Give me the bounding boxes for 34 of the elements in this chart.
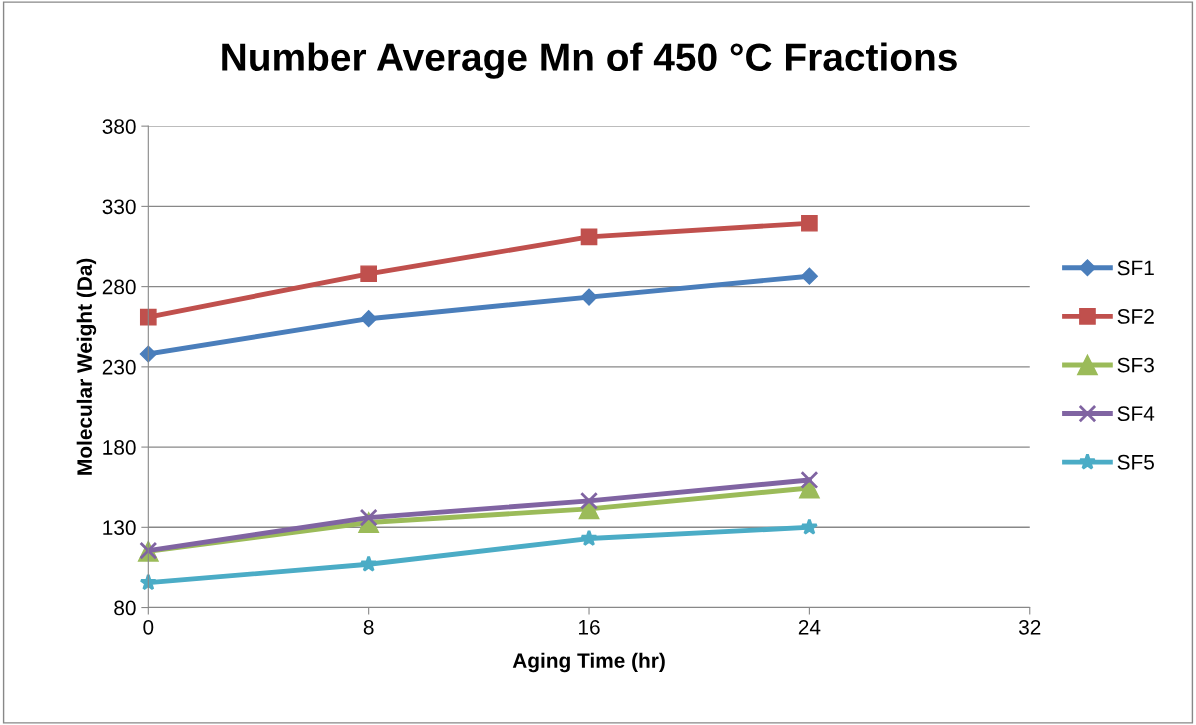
point bbox=[139, 345, 157, 363]
x-axis-title: Aging Time (hr) bbox=[512, 652, 665, 673]
x-tick-label: 0 bbox=[143, 619, 154, 635]
point bbox=[360, 310, 378, 328]
y-tick-label: 180 bbox=[103, 440, 136, 455]
y-tick-label: 280 bbox=[102, 279, 136, 295]
y-tick-label: 380 bbox=[102, 119, 136, 134]
point bbox=[580, 529, 598, 547]
x-tick-label: 32 bbox=[1018, 619, 1041, 635]
legend-label: SF3 bbox=[1117, 357, 1154, 373]
y-tick-label: 80 bbox=[114, 600, 136, 616]
x-tick-label: 8 bbox=[363, 619, 374, 635]
y-tick-label: 230 bbox=[102, 359, 136, 375]
point bbox=[139, 308, 157, 326]
point bbox=[801, 214, 818, 232]
point bbox=[360, 555, 378, 572]
legend-label: SF4 bbox=[1117, 406, 1155, 422]
legend-label: SF1 bbox=[1117, 260, 1154, 276]
point bbox=[359, 508, 378, 527]
chart-title: Number Average Mn of 450 °C Fractions bbox=[222, 42, 957, 79]
x-tick-label: 24 bbox=[798, 619, 821, 635]
legend-label: SF5 bbox=[1117, 454, 1154, 470]
point bbox=[360, 265, 378, 283]
point bbox=[580, 491, 599, 510]
point bbox=[580, 288, 598, 306]
y-axis-title: Molecular Weight (Da) bbox=[76, 258, 97, 475]
legend-label: SF2 bbox=[1117, 309, 1154, 324]
point bbox=[800, 470, 819, 490]
y-tick-label: 330 bbox=[102, 199, 136, 215]
point bbox=[800, 267, 818, 285]
y-tick-label: 130 bbox=[103, 520, 136, 536]
x-tick-label: 16 bbox=[579, 619, 600, 635]
point bbox=[580, 228, 598, 246]
point bbox=[800, 518, 819, 535]
